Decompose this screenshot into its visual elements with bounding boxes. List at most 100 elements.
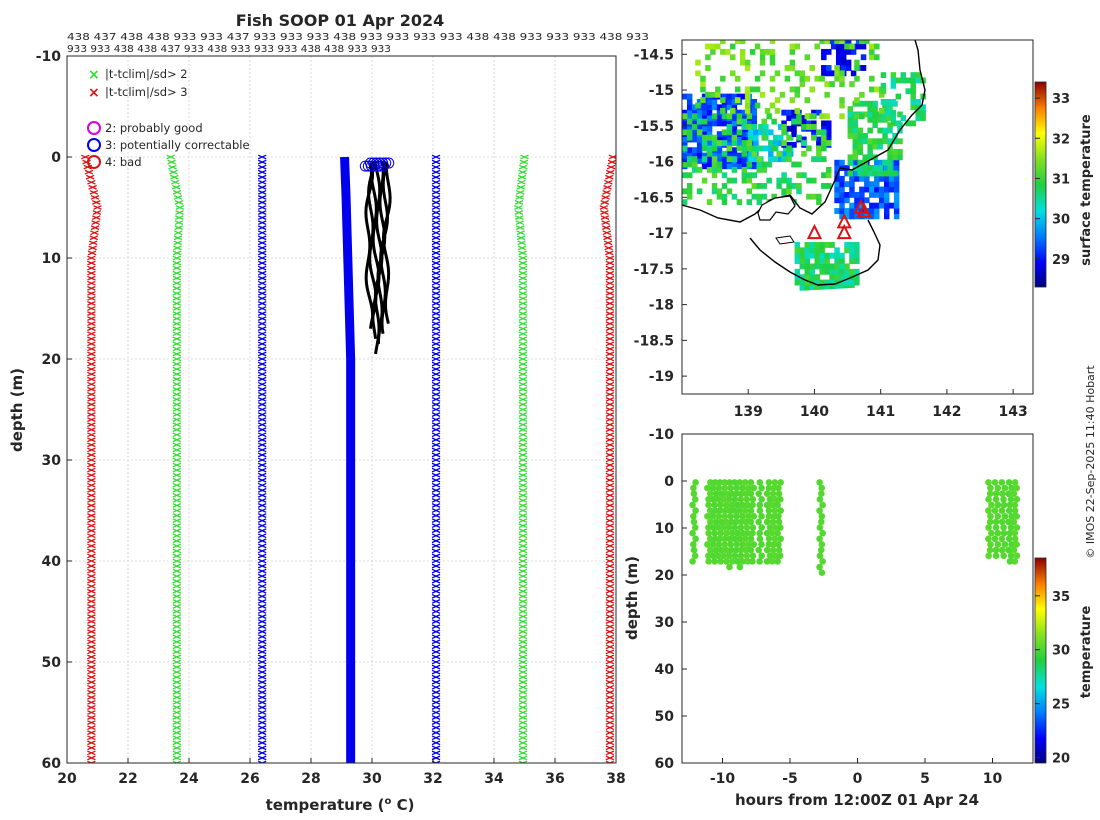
- profile-x-mark: [172, 583, 182, 589]
- profile-x-mark: [87, 705, 96, 710]
- profile-x-mark: [605, 280, 615, 286]
- profile-x-mark: [88, 245, 97, 251]
- sst-pixel: [887, 165, 893, 172]
- td-point: [705, 501, 712, 509]
- sst-pixel: [852, 132, 858, 139]
- profile-series: [81, 154, 616, 763]
- profile-ytick-label: 0: [51, 150, 61, 166]
- profile-x-mark: [257, 735, 267, 741]
- sst-pixel: [696, 141, 703, 148]
- profile-x-mark: [431, 634, 441, 640]
- profile-x-mark: [87, 659, 96, 665]
- sst-pixel: [721, 193, 728, 200]
- sst-pixel: [682, 199, 688, 205]
- sst-pixel: [816, 156, 822, 163]
- profile-x-mark: [605, 760, 615, 763]
- island-mornington: [757, 195, 796, 221]
- sst-pixel: [821, 70, 827, 77]
- profile-x-mark: [87, 740, 96, 746]
- sst-pixel: [741, 131, 748, 138]
- profile-x-mark: [172, 760, 182, 763]
- sst-pixel: [872, 143, 878, 150]
- profile-x-mark: [431, 553, 441, 559]
- profile-x-mark: [257, 669, 267, 675]
- profile-x-mark: [605, 174, 614, 180]
- profile-x-mark: [431, 629, 441, 635]
- sst-pixel: [746, 113, 753, 120]
- profile-x-mark: [517, 174, 527, 180]
- sst-pixel: [801, 124, 807, 130]
- sst-pixel: [682, 129, 688, 136]
- profile-xtick-label: 24: [179, 771, 199, 787]
- profile-x-mark: [257, 573, 267, 579]
- sst-pixel: [852, 154, 858, 161]
- profile-x-mark: [172, 573, 182, 579]
- profile-x-mark: [87, 694, 96, 700]
- td-point: [690, 512, 697, 520]
- profile-x-mark: [87, 402, 96, 407]
- profile-x-mark: [87, 614, 96, 619]
- td-ylabel: depth (m): [623, 556, 641, 640]
- profile-x-mark: [87, 492, 96, 498]
- sst-pixel: [821, 145, 827, 152]
- sst-pixel: [883, 197, 890, 204]
- id-line-1: 438 437 438 438 933 933 437 933 933 933 …: [67, 32, 649, 43]
- sst-pixel: [731, 120, 738, 127]
- sst-pixel: [682, 158, 688, 164]
- sst-pixel: [682, 152, 688, 159]
- profile-x-mark: [518, 694, 528, 700]
- sst-pixel: [796, 113, 802, 120]
- profile-x-mark: [257, 371, 267, 377]
- sst-pixel: [744, 97, 751, 104]
- sst-pixel: [829, 81, 835, 87]
- sst-pixel: [766, 161, 772, 168]
- profile-x-mark: [257, 336, 267, 342]
- profile-x-mark: [605, 432, 615, 438]
- sst-pixel: [849, 242, 855, 248]
- sst-pixel: [915, 72, 921, 79]
- sst-pixel: [883, 165, 890, 172]
- profile-x-mark: [605, 573, 615, 579]
- td-point: [711, 529, 718, 537]
- profile-x-mark: [605, 700, 615, 705]
- sst-pixel: [726, 129, 733, 136]
- sst-pixel: [682, 125, 688, 132]
- sst-pixel: [844, 284, 850, 291]
- td-point: [728, 546, 735, 554]
- profile-x-mark: [518, 710, 528, 715]
- sst-pixel: [839, 75, 845, 82]
- profile-x-mark: [172, 619, 182, 624]
- sst-pixel: [859, 197, 865, 204]
- sst-pixel: [867, 106, 873, 113]
- td-point: [1005, 546, 1012, 554]
- sst-pixel: [736, 141, 743, 148]
- sst-pixel: [716, 131, 723, 138]
- sst-pixel: [801, 150, 807, 157]
- sst-pixel: [834, 284, 840, 291]
- sst-pixel: [701, 177, 708, 184]
- td-point: [717, 558, 724, 565]
- sst-pixels: [682, 40, 1033, 394]
- sst-pixel: [691, 161, 698, 168]
- sst-pixel: [872, 165, 878, 172]
- sst-pixel: [867, 127, 873, 134]
- sst-pixel: [821, 183, 827, 189]
- surface-qc-circle: [359, 160, 371, 172]
- profile-x-mark: [87, 750, 96, 756]
- td-point: [712, 546, 720, 554]
- td-point: [763, 558, 771, 565]
- profile-x-mark: [518, 593, 528, 599]
- sst-pixel: [791, 125, 797, 132]
- sst-pixel: [806, 177, 812, 184]
- profile-x-mark: [172, 563, 182, 569]
- profile-x-mark: [257, 528, 267, 534]
- td-point: [765, 512, 773, 520]
- profile-x-mark: [605, 462, 615, 468]
- sst-pixel: [746, 124, 753, 130]
- profile-x-mark: [605, 285, 615, 291]
- station-triangle: [806, 223, 823, 240]
- coastline-south: [749, 219, 881, 286]
- profile-x-mark: [431, 472, 441, 478]
- profile-x-mark: [605, 538, 615, 544]
- sst-pixel: [686, 161, 693, 168]
